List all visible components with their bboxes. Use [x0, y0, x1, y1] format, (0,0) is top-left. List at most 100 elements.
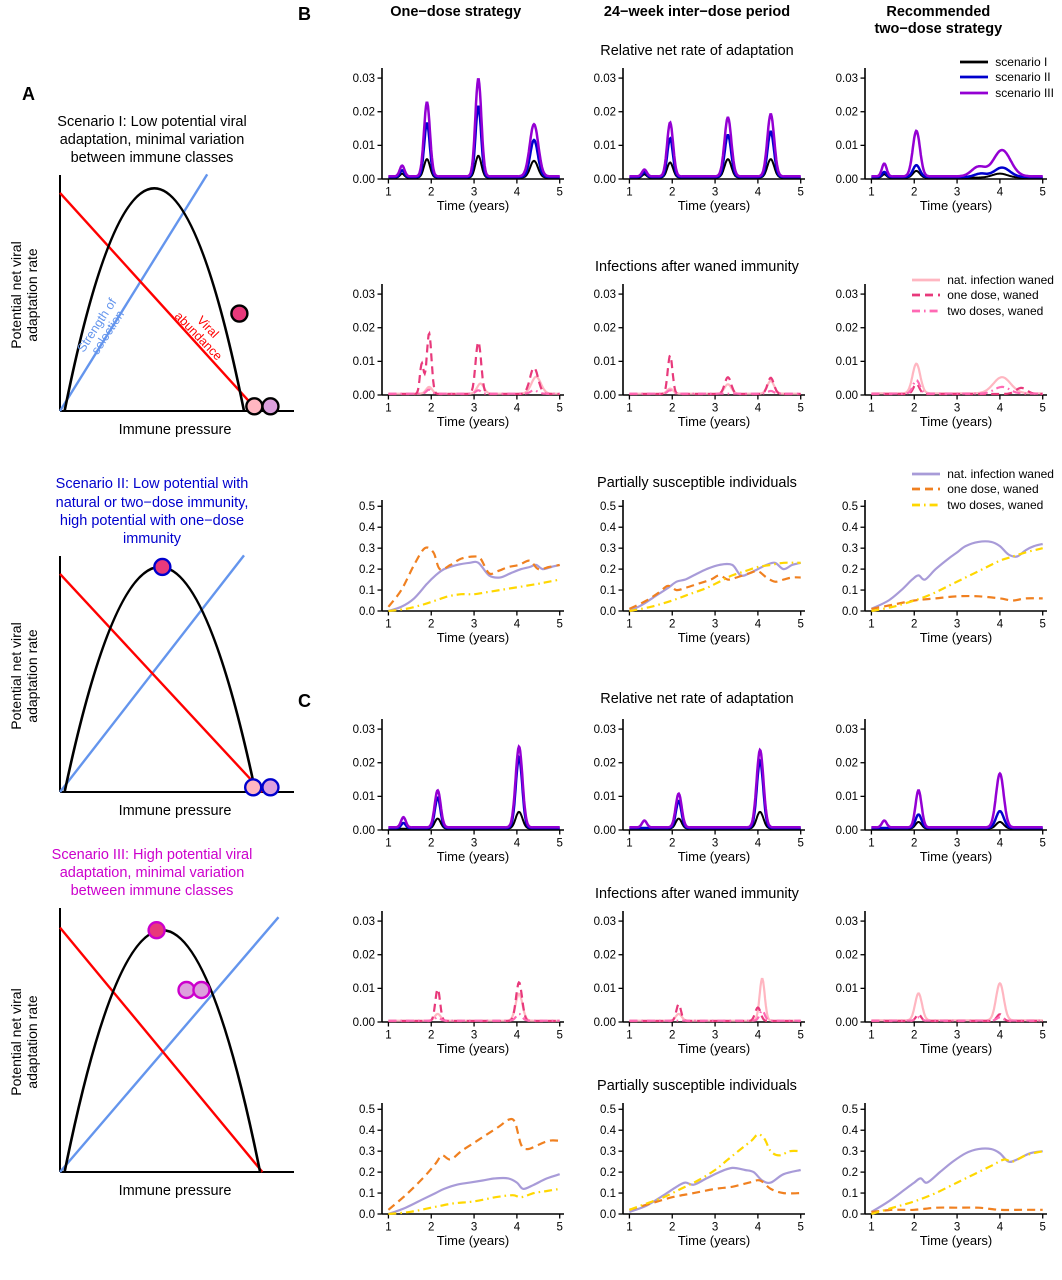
- x-tick-label: 3: [471, 402, 477, 414]
- series-nat-infection-waned: [629, 977, 802, 1022]
- series-one-dose-waned: [629, 569, 802, 610]
- series-one-dose-waned: [871, 1012, 1043, 1022]
- y-tick-label: 0.4: [600, 522, 617, 534]
- y-axis-title: Potential net viral: [8, 622, 24, 729]
- x-tick-label: 2: [669, 618, 675, 630]
- chart-svg-C02: 1 2 3 4 5 0.00 0.01 0.02 0.03 Time (years): [835, 718, 1047, 864]
- x-tick-label: 1: [868, 618, 874, 630]
- panel-b-row-adaptation: Relative net rate of adaptation 1 2 3 4 5 0.0…: [298, 43, 1056, 213]
- chart-b-adaptation-24-week: 1 2 3 4 5 0.00 0.01 0.02 0.03 Time (years): [579, 61, 814, 213]
- chart-c-adaptation-24-week: 1 2 3 4 5 0.00 0.01 0.02 0.03 Time (years): [579, 712, 814, 864]
- x-tick-label: 4: [996, 186, 1003, 198]
- y-tick-label: 0.1: [600, 585, 616, 597]
- chart-svg-B21: 1 2 3 4 5 0.0 0.1 0.2 0.3 0.4 0.5 Time (years): [600, 499, 806, 645]
- y-tick-label: 0.3: [600, 543, 616, 555]
- y-tick-label: 0.01: [594, 140, 616, 152]
- x-tick-label: 5: [1039, 618, 1045, 630]
- x-axis-title: Time (years): [919, 198, 991, 213]
- x-axis-title: Time (years): [678, 849, 750, 864]
- y-tick-label: 0.4: [359, 1125, 376, 1137]
- y-tick-label: 0.2: [600, 1167, 616, 1179]
- x-tick-label: 5: [1039, 402, 1045, 414]
- y-tick-label: 0.5: [600, 1104, 616, 1116]
- y-tick-label: 0.3: [600, 1146, 616, 1158]
- chart-c-susceptible-recommended: 1 2 3 4 5 0.0 0.1 0.2 0.3 0.4 0.5 Time (years): [821, 1096, 1056, 1248]
- y-tick-label: 0.02: [835, 757, 857, 769]
- series-one-dose-waned: [387, 1117, 560, 1211]
- x-axis-title: Immune pressure: [119, 803, 232, 819]
- x-tick-label: 4: [514, 1221, 521, 1233]
- x-tick-label: 2: [669, 837, 675, 849]
- y-tick-label: 0.5: [600, 501, 616, 513]
- y-tick-label: 0.02: [835, 322, 857, 334]
- bc-header: B One−dose strategy 24−week inter−dose p…: [298, 4, 1056, 39]
- series-scenario-iii: [388, 77, 560, 178]
- x-tick-label: 3: [712, 837, 718, 849]
- x-tick-label: 5: [557, 402, 563, 414]
- x-axis-title: Time (years): [437, 414, 509, 429]
- series-two-doses-waned: [629, 1133, 802, 1211]
- y-tick-label: 0.02: [594, 322, 616, 334]
- scenario-1-diagram: Potential net viral adaptation rate Immune…: [8, 174, 294, 438]
- x-tick-label: 1: [868, 1029, 874, 1041]
- row-title-b-adaptation: Relative net rate of adaptation: [600, 42, 794, 59]
- x-tick-label: 5: [557, 1221, 563, 1233]
- y-tick-label: 0.00: [594, 390, 616, 402]
- y-tick-label: 0.00: [353, 174, 375, 186]
- legend-B12: nat. infection waned one dose, waned two d…: [911, 273, 1054, 318]
- y-tick-label: 0.03: [594, 916, 616, 928]
- y-tick-label: 0.02: [594, 949, 616, 961]
- x-tick-label: 4: [514, 186, 521, 198]
- x-tick-label: 2: [669, 1029, 675, 1041]
- y-axis-title: adaptation rate: [24, 248, 40, 342]
- y-tick-label: 0.1: [842, 1188, 858, 1200]
- row-title-c-adaptation: Relative net rate of adaptation: [600, 690, 794, 707]
- x-tick-label: 4: [514, 618, 521, 630]
- x-tick-label: 1: [868, 837, 874, 849]
- x-axis-title: Immune pressure: [119, 422, 232, 438]
- legend-label: nat. infection waned: [947, 272, 1054, 287]
- scenario-3-block: Scenario III: High potential viral adapt…: [8, 846, 296, 1202]
- x-axis-title: Time (years): [678, 1233, 750, 1248]
- y-tick-label: 0.2: [359, 564, 375, 576]
- row-title-c-susceptible: Partially susceptible individuals: [597, 1077, 797, 1094]
- chart-svg-B00: 1 2 3 4 5 0.00 0.01 0.02 0.03 Time (years): [353, 67, 564, 213]
- x-axis-title: Time (years): [678, 1041, 750, 1056]
- panel-c-row-infections: Infections after waned immunity 1 2 3 4 5 0.0…: [298, 886, 1056, 1056]
- legend-line-sample: [912, 503, 941, 507]
- chart-svg-C22: 1 2 3 4 5 0.0 0.1 0.2 0.3 0.4 0.5 Time (years): [842, 1102, 1047, 1248]
- y-tick-label: 0.00: [835, 1017, 857, 1029]
- y-tick-label: 0.0: [359, 606, 375, 618]
- y-tick-label: 0.01: [594, 983, 616, 995]
- legend-item-scenario-ii: scenario II: [959, 70, 1054, 84]
- y-tick-label: 0.02: [353, 757, 375, 769]
- y-tick-label: 0.1: [600, 1188, 616, 1200]
- x-tick-label: 2: [428, 402, 434, 414]
- x-tick-label: 4: [755, 1221, 762, 1233]
- chart-svg-B02: 1 2 3 4 5 0.00 0.01 0.02 0.03 Time (years): [835, 67, 1047, 213]
- chart-c-susceptible-24-week: 1 2 3 4 5 0.0 0.1 0.2 0.3 0.4 0.5 Time (years): [579, 1096, 814, 1248]
- adaptation-parabola: [63, 565, 257, 793]
- chart-c-infections-24-week: 1 2 3 4 5 0.00 0.01 0.02 0.03 Time (years): [579, 904, 814, 1056]
- y-tick-label: 0.00: [594, 1017, 616, 1029]
- legend-label: one dose, waned: [947, 482, 1039, 497]
- x-tick-label: 2: [911, 1029, 917, 1041]
- x-tick-label: 3: [471, 837, 477, 849]
- x-tick-label: 2: [911, 402, 917, 414]
- chart-b-adaptation-one-dose: 1 2 3 4 5 0.00 0.01 0.02 0.03 Time (years): [338, 61, 573, 213]
- y-tick-label: 0.03: [353, 289, 375, 301]
- chart-svg-C21: 1 2 3 4 5 0.0 0.1 0.2 0.3 0.4 0.5 Time (years): [600, 1102, 806, 1248]
- y-axis-title: Potential net viral: [8, 989, 24, 1096]
- legend-B22: nat. infection waned one dose, waned two d…: [911, 467, 1054, 512]
- x-tick-label: 5: [798, 618, 804, 630]
- chart-b-infections-recommended: 1 2 3 4 5 0.00 0.01 0.02 0.03 Time (years) nat. in…: [821, 273, 1056, 429]
- row-title-c-infections: Infections after waned immunity: [595, 885, 799, 902]
- x-tick-label: 1: [868, 1221, 874, 1233]
- panel-a: A Scenario I: Low potential viral adapta…: [0, 0, 298, 1280]
- x-axis-title: Time (years): [678, 198, 750, 213]
- series-two-doses-waned: [871, 1015, 1043, 1022]
- chart-svg-B10: 1 2 3 4 5 0.00 0.01 0.02 0.03 Time (years): [353, 283, 564, 429]
- x-tick-label: 4: [514, 402, 521, 414]
- series-nat-infection-waned: [871, 981, 1043, 1022]
